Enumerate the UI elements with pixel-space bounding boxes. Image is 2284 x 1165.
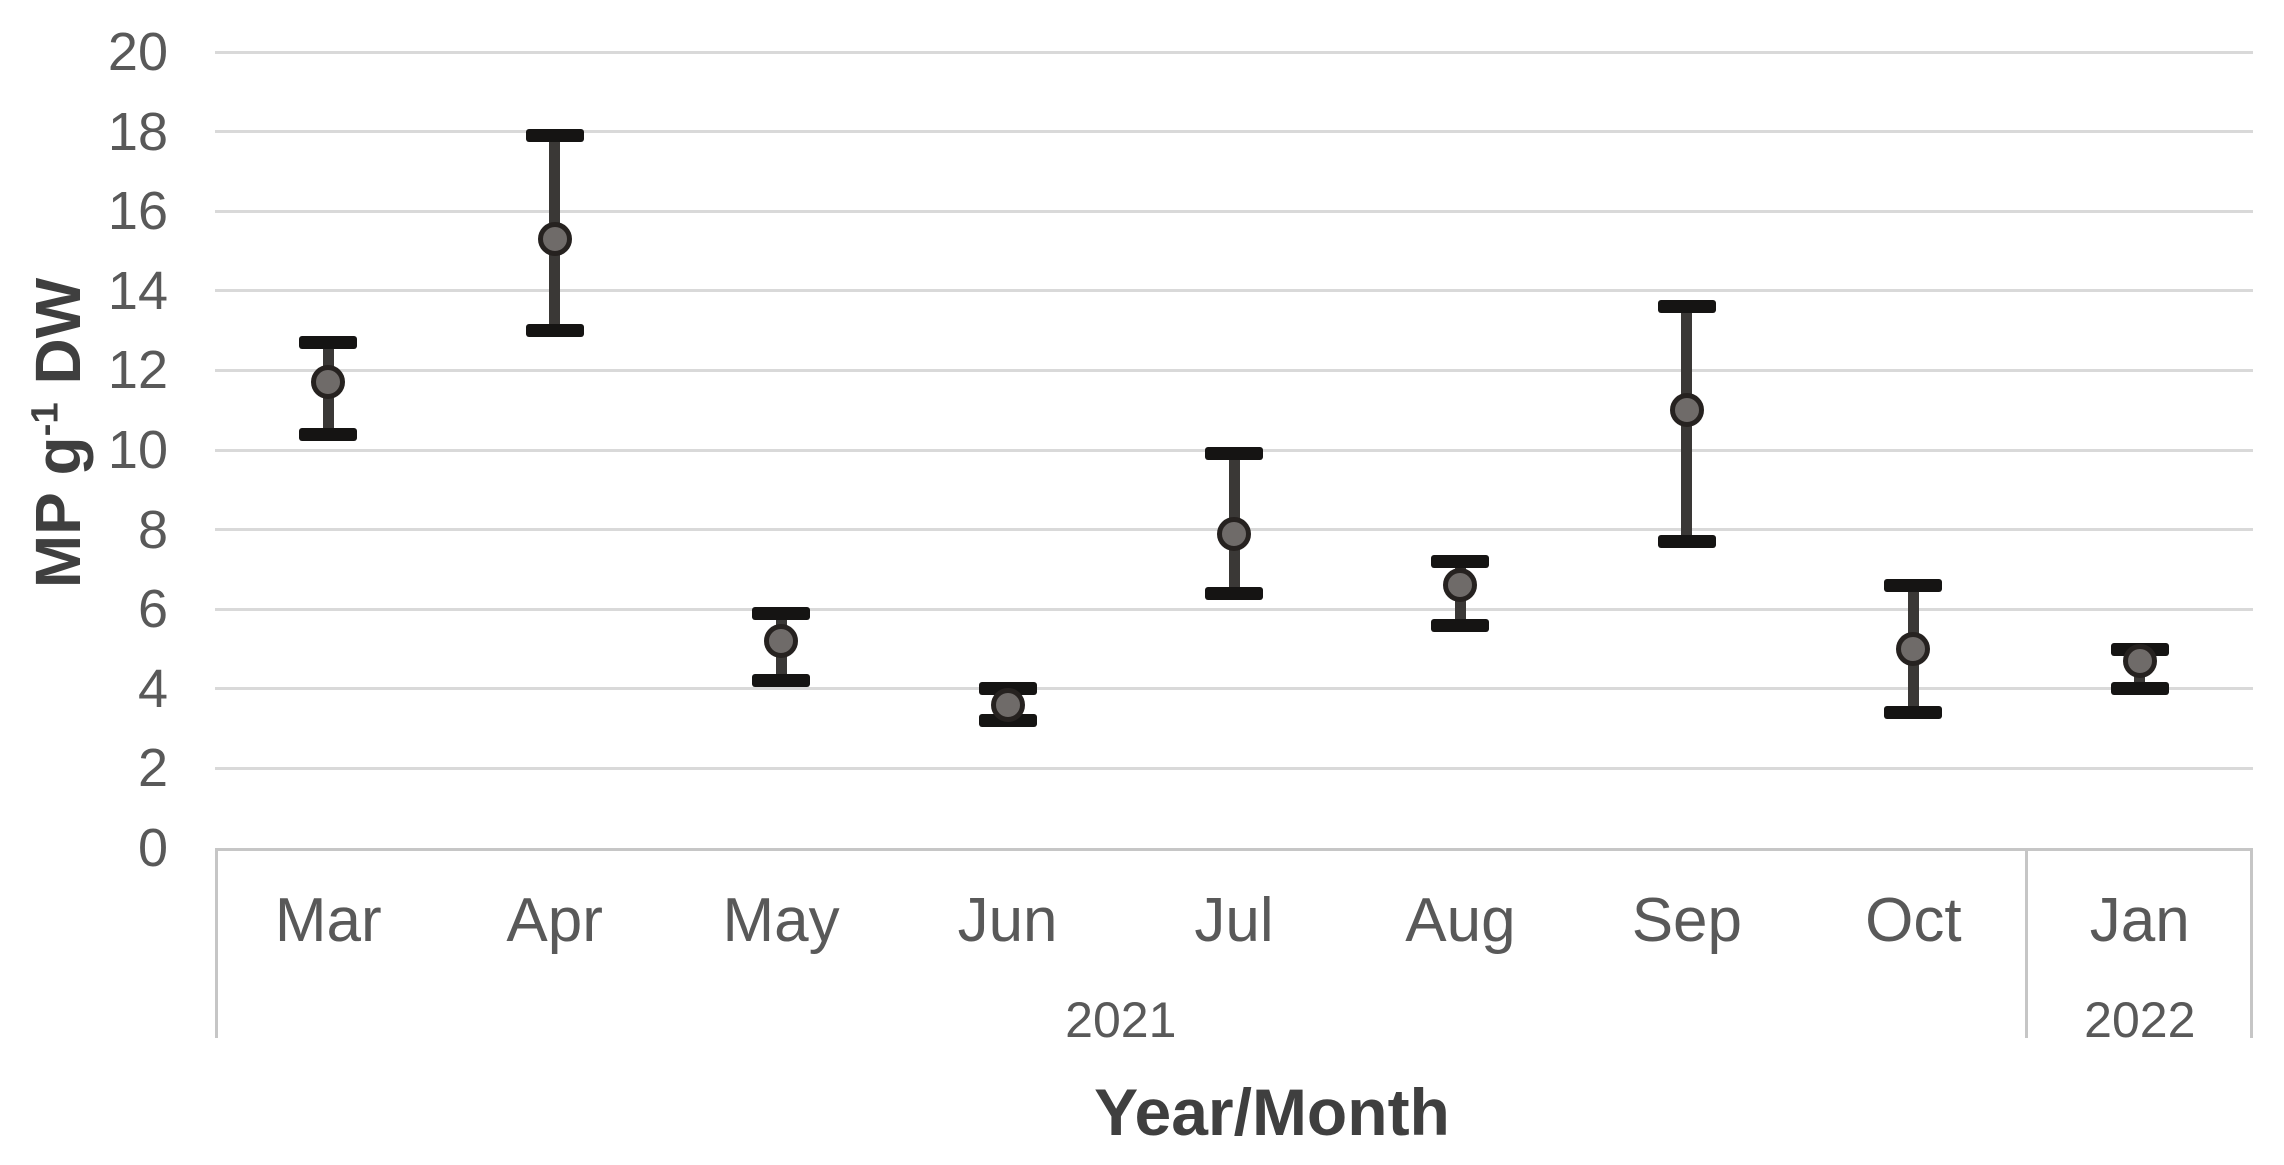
error-bar-cap-bottom-mar [299, 427, 358, 441]
error-bar-cap-top-mar [299, 336, 358, 350]
category-axis-box [215, 848, 2253, 1038]
x-month-label-jul: Jul [1194, 886, 1274, 955]
y-tick-label-10: 10 [107, 420, 168, 480]
x-month-label-apr: Apr [506, 886, 603, 955]
y-tick-label-8: 8 [137, 499, 168, 560]
data-point-marker-jun [990, 687, 1025, 722]
y-tick-label-0: 0 [137, 818, 168, 878]
data-point-marker-may [764, 624, 799, 659]
error-bar-cap-top-may [752, 606, 811, 620]
data-point-marker-aug [1443, 568, 1478, 603]
year-label-2021: 2021 [1065, 992, 1177, 1048]
x-month-label-aug: Aug [1405, 886, 1516, 955]
gridline-y-2 [215, 766, 2253, 770]
error-bar-cap-top-aug [1431, 554, 1490, 568]
gridline-y-18 [215, 130, 2253, 134]
data-point-marker-mar [311, 365, 346, 400]
y-tick-label-12: 12 [107, 340, 168, 401]
y-tick-label-6: 6 [137, 579, 168, 640]
gridline-y-14 [215, 289, 2253, 293]
data-point-marker-jan [2122, 643, 2157, 678]
error-bar-cap-bottom-jan [2110, 682, 2169, 696]
error-bar-cap-bottom-may [752, 674, 811, 688]
y-tick-label-20: 20 [107, 22, 168, 82]
gridline-y-6 [215, 607, 2253, 611]
error-bar-cap-top-sep [1657, 300, 1716, 314]
year-label-2022: 2022 [2084, 992, 2196, 1048]
data-point-marker-jul [1217, 516, 1251, 551]
error-bar-cap-bottom-apr [525, 324, 584, 338]
x-month-label-jan: Jan [2089, 886, 2190, 955]
x-month-label-jun: Jun [957, 886, 1058, 955]
error-bar-cap-bottom-sep [1657, 535, 1716, 549]
error-bar-cap-top-jul [1205, 447, 1263, 461]
y-tick-label-16: 16 [107, 181, 168, 242]
x-month-label-may: May [722, 886, 840, 955]
gridline-y-4 [215, 687, 2253, 691]
year-group-separator [2025, 848, 2029, 1038]
data-point-marker-apr [537, 222, 572, 257]
x-month-label-oct: Oct [1865, 886, 1962, 955]
x-axis-title: Year/Month [1094, 1075, 1450, 1149]
error-bar-cap-bottom-jul [1205, 586, 1263, 600]
gridline-y-20 [215, 50, 2253, 54]
gridline-y-16 [215, 209, 2253, 213]
error-bar-cap-top-apr [525, 129, 584, 143]
data-point-marker-sep [1669, 393, 1704, 428]
error-bar-cap-bottom-oct [1884, 706, 1943, 720]
y-tick-label-4: 4 [137, 658, 168, 719]
y-tick-label-18: 18 [107, 101, 168, 162]
gridline-y-12 [215, 368, 2253, 372]
error-bar-cap-top-oct [1884, 578, 1943, 592]
error-bar-cap-bottom-aug [1431, 618, 1490, 632]
x-month-label-sep: Sep [1631, 886, 1743, 955]
y-tick-label-14: 14 [107, 260, 168, 321]
y-tick-label-2: 2 [137, 738, 168, 799]
data-point-marker-oct [1896, 632, 1931, 666]
x-month-label-mar: Mar [274, 886, 382, 955]
